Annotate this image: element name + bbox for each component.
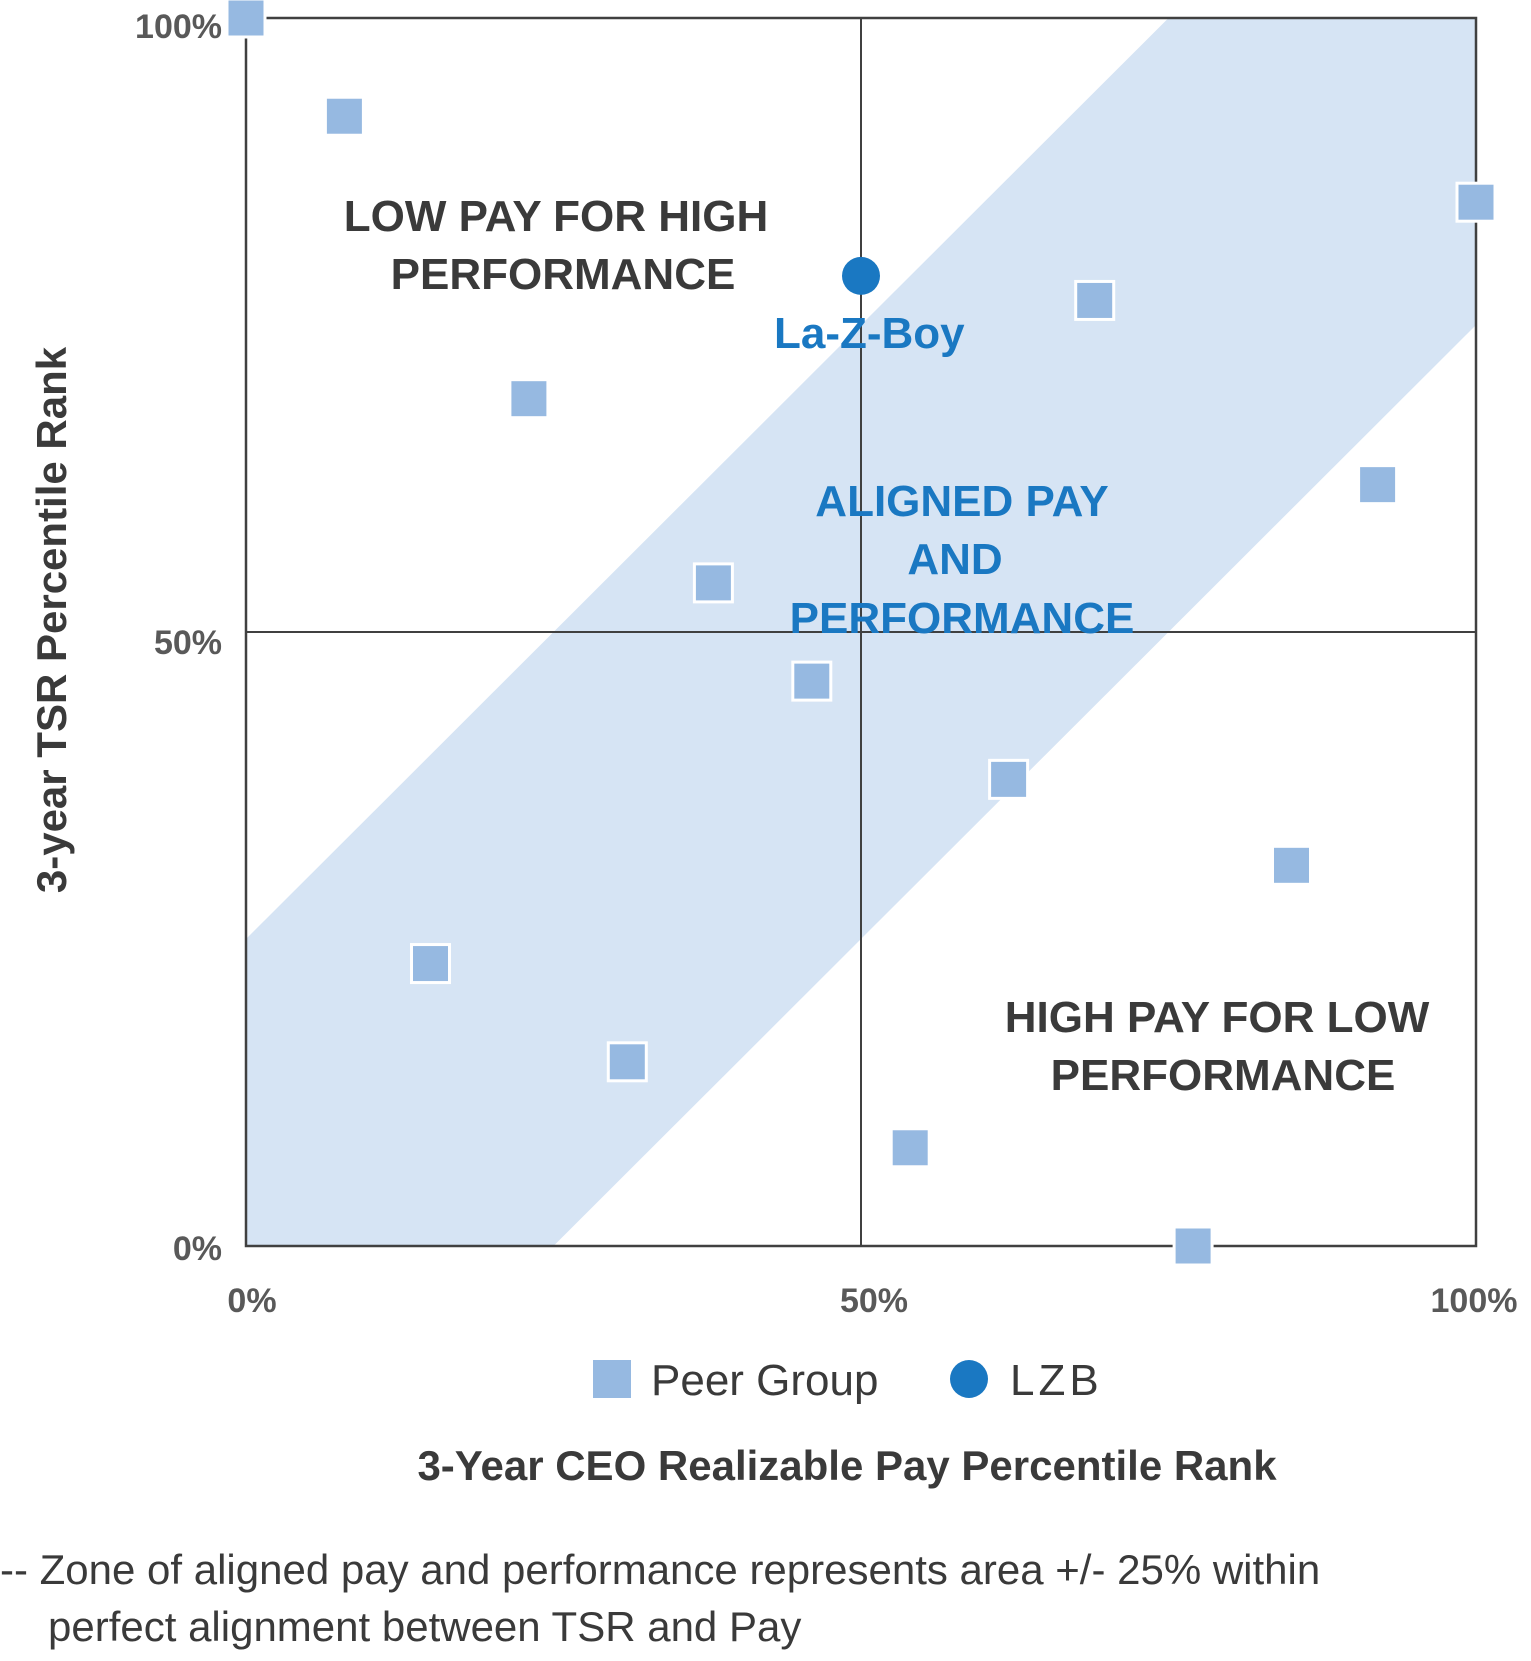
y-tick-100: 100% (135, 8, 222, 46)
peer-group-point-5 (410, 943, 451, 985)
legend-lzb-swatch (950, 1360, 988, 1398)
zone-label-lower-right-line1: HIGH PAY FOR LOW (1005, 993, 1430, 1042)
lzb-point-label: La-Z-Boy (774, 309, 965, 358)
peer-group-point-1 (323, 95, 365, 137)
peer-group-point-10 (1172, 1225, 1214, 1267)
markers-group (225, 0, 1497, 1267)
peer-group-point-12 (1357, 464, 1399, 506)
peer-group-point-6 (606, 1041, 648, 1083)
zone-label-center-line2: AND (907, 535, 1002, 584)
lzb-point (842, 256, 880, 295)
peer-group-point-7 (889, 1127, 931, 1169)
x-tick-50: 50% (840, 1282, 908, 1320)
y-tick-50: 50% (154, 624, 222, 662)
footnote-line2: perfect alignment between TSR and Pay (48, 1603, 801, 1650)
legend-peer-group-label: Peer Group (651, 1356, 878, 1405)
x-axis-title: 3-Year CEO Realizable Pay Percentile Ran… (417, 1442, 1277, 1489)
x-tick-0: 0% (227, 1282, 276, 1320)
peer-group-point-2 (508, 378, 550, 420)
peer-group-point-4 (791, 660, 833, 702)
peer-group-point-13 (1455, 181, 1497, 223)
peer-group-point-11 (1271, 844, 1312, 886)
y-axis-title: 3-year TSR Percentile Rank (28, 346, 75, 893)
legend-peer-group-swatch (593, 1360, 631, 1398)
zone-label-center-line3: PERFORMANCE (790, 594, 1135, 643)
zone-label-upper-left-line1: LOW PAY FOR HIGH (344, 192, 769, 241)
footnote-line1: -- Zone of aligned pay and performance r… (0, 1546, 1320, 1593)
plot-frame (244, 16, 1478, 1248)
peer-group-point-9 (1074, 279, 1116, 321)
zone-label-center-line1: ALIGNED PAY (815, 477, 1108, 526)
peer-group-point-8 (988, 758, 1030, 800)
x-tick-100: 100% (1431, 1282, 1518, 1320)
peer-group-point-0 (225, 0, 267, 39)
zone-label-lower-right-line2: PERFORMANCE (1051, 1051, 1396, 1100)
peer-group-point-3 (692, 562, 734, 604)
zone-label-upper-left-line2: PERFORMANCE (391, 250, 736, 299)
y-tick-0: 0% (173, 1230, 222, 1268)
legend-lzb-label: LZB (1010, 1356, 1103, 1405)
